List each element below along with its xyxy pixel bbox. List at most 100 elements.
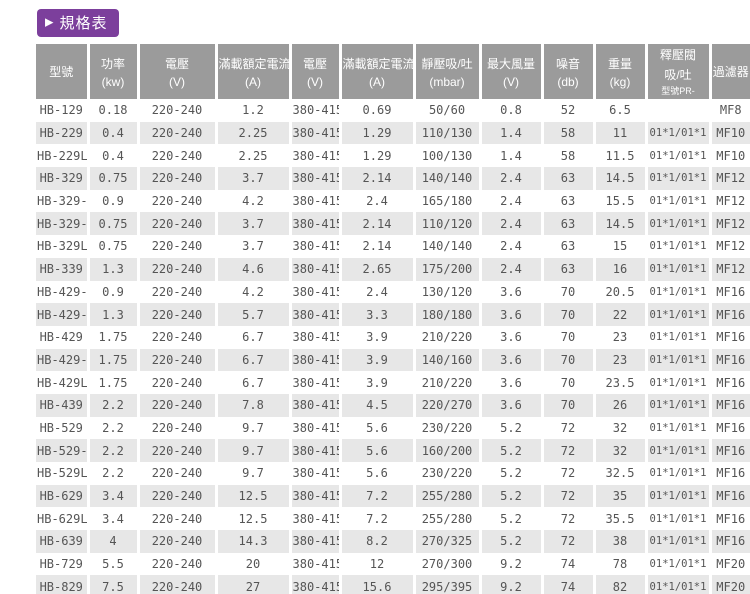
table-cell: 6.7 <box>216 348 292 372</box>
table-cell: MF16 <box>716 375 746 390</box>
table-cell: 9.2 <box>480 552 544 576</box>
table-cell: MF16 <box>716 511 746 526</box>
model-cell: HB-429L <box>36 371 90 394</box>
table-cell: 32 <box>594 439 648 462</box>
table-cell: 01*1/01*1 <box>646 235 712 258</box>
table-cell: 5.6 <box>340 439 416 462</box>
table-cell: 23 <box>594 325 648 349</box>
table-cell: 15.6 <box>340 575 416 594</box>
table-cell: 380-415 <box>290 235 342 258</box>
table-cell: 220-240 <box>138 575 218 594</box>
table-cell: 2.2 <box>88 416 140 440</box>
table-cell: 63 <box>542 257 596 281</box>
table-row: HB-429-10.9220-2404.2380-4152.4130/1203.… <box>36 280 750 304</box>
table-cell: 2.4 <box>340 280 416 304</box>
table-cell: 9.7 <box>216 439 292 462</box>
table-cell: 01*1/01*1 <box>646 167 712 190</box>
table-cell: 380-415 <box>290 257 342 281</box>
table-cell: 220-240 <box>138 167 218 190</box>
table-cell: 380-415 <box>290 189 342 213</box>
column-header-line1: 型號 <box>49 65 74 79</box>
column-header-line3: 型號PR- <box>661 86 695 96</box>
table-cell: 140/160 <box>414 348 482 372</box>
table-cell: 1.29 <box>340 144 416 168</box>
table-cell: 20.5 <box>594 280 648 304</box>
table-cell: 7.2 <box>340 484 416 508</box>
table-cell: 74 <box>542 552 596 576</box>
table-cell: 220-240 <box>138 348 218 372</box>
model-cell: HB-429 <box>36 325 90 349</box>
table-cell: 2.4 <box>480 235 544 258</box>
table-cell: 35 <box>594 484 648 508</box>
model-cell: HB-729 <box>36 552 90 576</box>
table-cell: 380-415 <box>290 530 342 553</box>
column-header: 型號 <box>36 44 90 99</box>
table-cell: 110/120 <box>414 212 482 236</box>
table-cell: 0.4 <box>88 144 140 168</box>
table-cell: 380-415 <box>290 484 342 508</box>
table-cell: 58 <box>542 121 596 145</box>
table-cell: 01*1/01*1 <box>646 439 712 462</box>
column-header-line2: (A) <box>245 74 261 89</box>
table-cell: 4.5 <box>340 393 416 417</box>
table-cell: 3.4 <box>88 484 140 508</box>
table-cell: 2.4 <box>480 212 544 236</box>
table-header-row: 型號 功率 (kw) 電壓 (V) 滿載額定電流 (A) 電壓 (V) 滿載額定電流 (A) 靜壓吸/… <box>36 44 750 99</box>
table-cell: 220-240 <box>138 303 218 326</box>
table-cell: 52 <box>542 99 596 122</box>
table-cell: 380-415 <box>290 212 342 236</box>
table-cell: 14.3 <box>216 530 292 553</box>
table-cell: 1.3 <box>88 257 140 281</box>
table-row: HB-339 1.3 220-240 4.6 380-415 2.65 175/200 2.4… <box>36 257 750 281</box>
table-cell: 380-415 <box>290 303 342 326</box>
table-cell: 3.6 <box>480 280 544 304</box>
table-cell: 5.2 <box>480 484 544 508</box>
table-cell: 2.14 <box>340 212 416 236</box>
column-header: 靜壓吸/吐 (mbar) <box>414 44 482 99</box>
table-cell: 1.4 <box>480 144 544 168</box>
table-cell: 160/200 <box>414 439 482 462</box>
table-cell: 14.5 <box>594 212 648 236</box>
column-header: 重量 (kg) <box>594 44 648 99</box>
table-cell: 6.7 <box>216 325 292 349</box>
column-header-line2: (kw) <box>101 74 125 89</box>
table-row: HB-329-90.75220-2403.7380-4152.14110/120… <box>36 212 750 236</box>
table-cell: MF16 <box>716 330 746 345</box>
table-cell: 5.6 <box>340 462 416 485</box>
table-cell: 220-240 <box>138 371 218 394</box>
table-cell: 72 <box>542 530 596 553</box>
table-cell: MF20 <box>710 575 750 594</box>
model-cell: HB-329L <box>36 235 90 258</box>
table-cell: 230/220 <box>414 416 482 440</box>
column-header-line2: (db) <box>557 74 579 89</box>
model-cell: HB-229 <box>36 121 90 145</box>
table-cell: 1.2 <box>216 99 292 122</box>
table-cell: 380-415 <box>290 507 342 531</box>
table-cell: 2.4 <box>480 189 544 213</box>
table-row: HB-429-91.75220-2406.7380-4153.9140/1603… <box>36 348 750 372</box>
table-cell: 01*1/01*1 <box>646 280 712 304</box>
model-cell: HB-529L <box>36 462 90 485</box>
table-row: HB-329-10.9220-2404.2380-4152.4165/1802.… <box>36 189 750 213</box>
table-cell: 255/280 <box>414 484 482 508</box>
table-cell: 82 <box>594 575 648 594</box>
table-cell: 3.9 <box>340 371 416 394</box>
table-cell: 5.2 <box>480 439 544 462</box>
column-header-line1: 重量 <box>607 56 632 71</box>
table-cell: 70 <box>542 325 596 349</box>
table-cell: 7.5 <box>88 575 140 594</box>
table-row: HB-729 5.5 220-240 20 380-415 12 270/300 9.2 74 7… <box>36 552 750 576</box>
spec-table: 型號 功率 (kw) 電壓 (V) 滿載額定電流 (A) 電壓 (V) 滿載額定電流 (A) 靜壓吸/… <box>36 44 750 594</box>
column-header: 噪音 (db) <box>542 44 596 99</box>
table-cell: 100/130 <box>414 144 482 168</box>
table-cell: MF12 <box>716 239 746 254</box>
column-header: 最大風量 (V) <box>480 44 544 99</box>
table-cell: 63 <box>542 235 596 258</box>
table-cell: 220-240 <box>138 530 218 553</box>
table-cell: MF16 <box>716 466 746 481</box>
table-cell: 220/270 <box>414 393 482 417</box>
table-cell: 01*1/01*1 <box>646 189 712 213</box>
table-row: HB-429 1.75 220-240 6.7 380-415 3.9 210/220 3.6… <box>36 325 750 349</box>
column-header-line2: (V) <box>307 74 323 89</box>
table-cell: 380-415 <box>290 462 342 485</box>
